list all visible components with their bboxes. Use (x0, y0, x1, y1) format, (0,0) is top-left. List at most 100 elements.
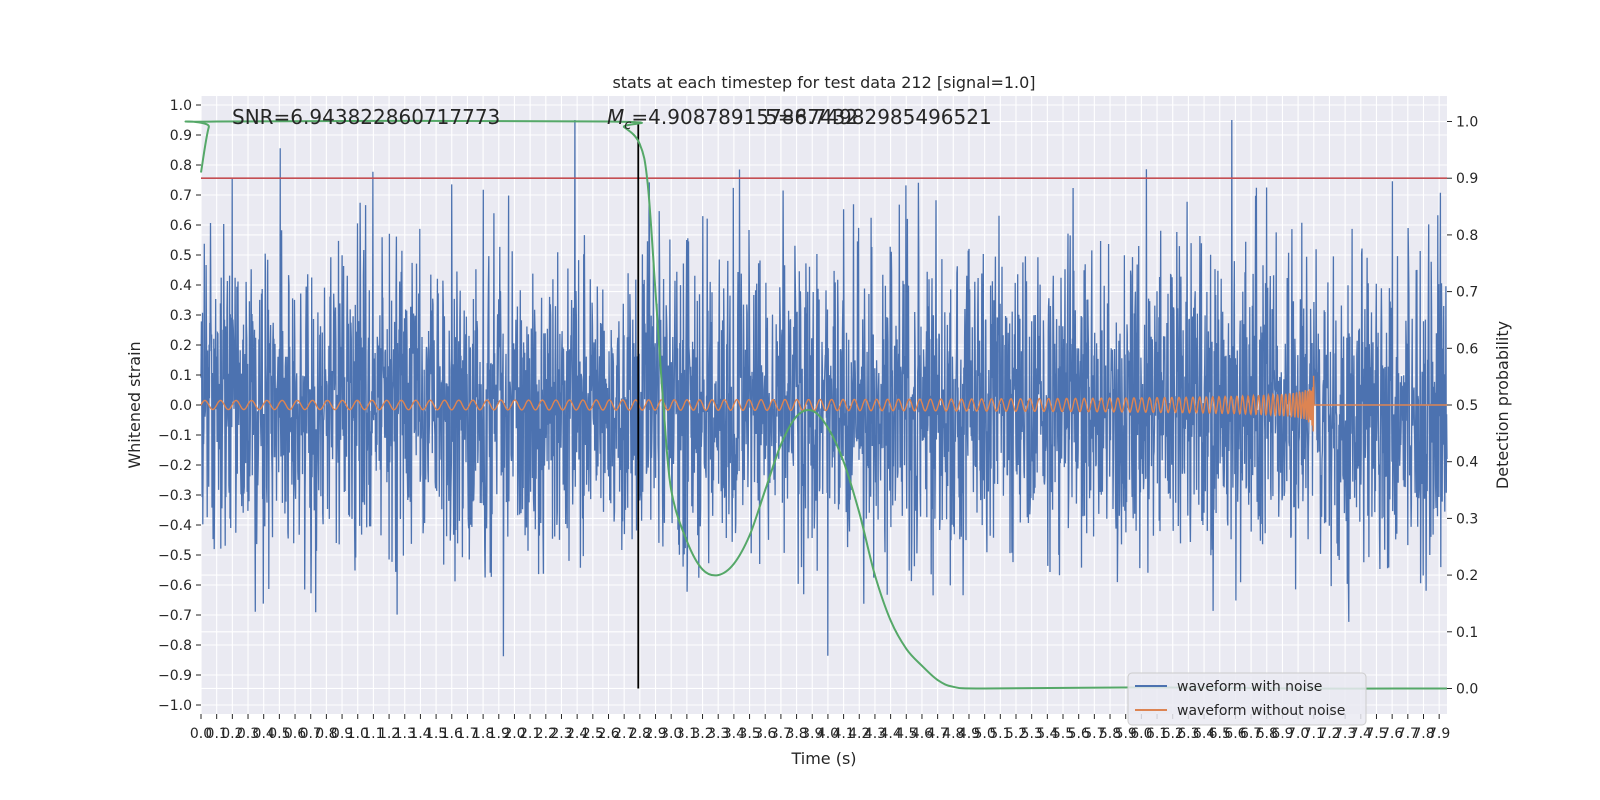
chirp-mass-symbol: M (607, 105, 624, 129)
x-tick-label: 7.0 (1287, 726, 1309, 742)
x-tick-label: 0.8 (315, 726, 337, 742)
x-tick-label: 3.5 (738, 726, 760, 742)
x-tick-label: 3.7 (770, 726, 792, 742)
x-tick-label: 6.2 (1162, 726, 1184, 742)
x-tick-label: 7.7 (1397, 726, 1419, 742)
x-tick-label: 1.3 (394, 726, 416, 742)
x-tick-label: 7.4 (1350, 726, 1372, 742)
legend: waveform with noise waveform without noi… (1127, 672, 1367, 726)
x-tick-label: 1.6 (441, 726, 463, 742)
x-tick-label: 3.4 (723, 726, 745, 742)
x-tick-label: 1.8 (472, 726, 494, 742)
probability-line (184, 119, 1448, 690)
x-tick-label: 6.3 (1177, 726, 1199, 742)
x-tick-label: 4.5 (895, 726, 917, 742)
y-tick-label: 0.8 (170, 158, 192, 174)
y-tick-label: 0.4 (170, 278, 192, 294)
y-tick-label: −0.1 (158, 428, 192, 444)
y2-tick-label: 0.0 (1456, 681, 1478, 697)
x-tick-label: 6.1 (1146, 726, 1168, 742)
y2-tick-label: 1.0 (1456, 115, 1478, 131)
y2-tick-label: 0.3 (1456, 511, 1478, 527)
y-tick-label: 0.2 (170, 338, 192, 354)
x-tick-label: 6.7 (1240, 726, 1262, 742)
y-tick-label: 0.0 (170, 398, 192, 414)
legend-box (1127, 672, 1367, 726)
x-axis-ticks: 0.00.10.20.30.40.50.60.70.80.91.01.11.21… (190, 714, 1450, 742)
x-tick-label: 1.0 (347, 726, 369, 742)
x-tick-label: 5.7 (1083, 726, 1105, 742)
y-axis-label: Whitened strain (125, 341, 144, 468)
x-tick-label: 0.7 (300, 726, 322, 742)
x-tick-label: 4.4 (879, 726, 901, 742)
x-tick-label: 3.2 (691, 726, 713, 742)
x-tick-label: 0.3 (237, 726, 259, 742)
y-tick-label: 1.0 (170, 98, 192, 114)
clean-line (200, 375, 1447, 432)
y2-tick-label: 0.9 (1456, 171, 1478, 187)
x-tick-label: 6.5 (1209, 726, 1231, 742)
x-tick-label: 2.8 (629, 726, 651, 742)
y-tick-label: −0.6 (158, 578, 192, 594)
chirp-mass-annotation: Mc=4.908789157867432 (607, 105, 858, 133)
y-axis-ticks: 1.0 0.9 0.8 0.7 0.6 0.5 0.4 0.3 0.2 0.1 0.0 −0.1 −0.… (158, 98, 201, 714)
y2-axis-ticks: 1.0 0.9 0.8 0.7 0.6 0.5 0.4 0.3 0.2 0.1 0.0 (1447, 115, 1478, 697)
x-tick-label: 2.1 (519, 726, 541, 742)
legend-label-noise: waveform with noise (1177, 679, 1322, 695)
x-tick-label: 1.4 (409, 726, 431, 742)
chirp-mass-value: =4.908789157867432 (631, 105, 858, 129)
y2-tick-label: 0.7 (1456, 285, 1478, 301)
x-tick-label: 7.8 (1412, 726, 1434, 742)
x-tick-label: 4.9 (958, 726, 980, 742)
x-tick-label: 4.0 (817, 726, 839, 742)
x-tick-label: 6.9 (1271, 726, 1293, 742)
x-tick-label: 1.7 (456, 726, 478, 742)
x-tick-label: 7.2 (1318, 726, 1340, 742)
x-tick-label: 4.6 (911, 726, 933, 742)
x-tick-label: 6.6 (1224, 726, 1246, 742)
y-tick-label: −0.8 (158, 638, 192, 654)
series-waveform-without-noise (200, 375, 1447, 432)
x-tick-label: 0.4 (253, 726, 275, 742)
y-tick-label: −0.7 (158, 608, 192, 624)
x-tick-label: 4.3 (864, 726, 886, 742)
x-tick-label: 2.5 (582, 726, 604, 742)
x-tick-label: 2.6 (597, 726, 619, 742)
x-tick-label: 3.3 (707, 726, 729, 742)
x-tick-label: 1.2 (378, 726, 400, 742)
x-tick-label: 0.5 (268, 726, 290, 742)
x-tick-label: 2.4 (566, 726, 588, 742)
x-tick-label: 2.9 (644, 726, 666, 742)
y-tick-label: −0.4 (158, 518, 192, 534)
series-detection-probability (184, 119, 1448, 690)
x-tick-label: 5.4 (1036, 726, 1058, 742)
y-tick-label: −0.5 (158, 548, 192, 564)
y-tick-label: 0.3 (170, 308, 192, 324)
x-tick-label: 2.2 (535, 726, 557, 742)
y-tick-label: 0.7 (170, 188, 192, 204)
snr-annotation: SNR=6.943822860717773 (232, 105, 500, 129)
y-tick-label: 0.9 (170, 128, 192, 144)
legend-label-clean: waveform without noise (1177, 703, 1345, 719)
x-tick-label: 1.9 (488, 726, 510, 742)
x-tick-label: 5.6 (1068, 726, 1090, 742)
y-tick-label: 0.5 (170, 248, 192, 264)
x-axis-label: Time (s) (790, 749, 856, 768)
x-tick-label: 2.0 (503, 726, 525, 742)
y-tick-label: −1.0 (158, 698, 192, 714)
x-tick-label: 0.1 (206, 726, 228, 742)
x-tick-label: 6.4 (1193, 726, 1215, 742)
chart-title: stats at each timestep for test data 212… (612, 73, 1035, 92)
y-tick-label: −0.3 (158, 488, 192, 504)
y-tick-label: 0.1 (170, 368, 192, 384)
x-tick-label: 0.0 (190, 726, 212, 742)
x-tick-label: 0.6 (284, 726, 306, 742)
x-tick-label: 7.1 (1303, 726, 1325, 742)
x-tick-label: 3.9 (801, 726, 823, 742)
x-tick-label: 6.0 (1130, 726, 1152, 742)
y2-tick-label: 0.1 (1456, 625, 1478, 641)
x-tick-label: 2.3 (550, 726, 572, 742)
y2-axis-label: Detection probability (1493, 321, 1512, 489)
y2-tick-label: 0.6 (1456, 341, 1478, 357)
x-tick-label: 1.1 (362, 726, 384, 742)
